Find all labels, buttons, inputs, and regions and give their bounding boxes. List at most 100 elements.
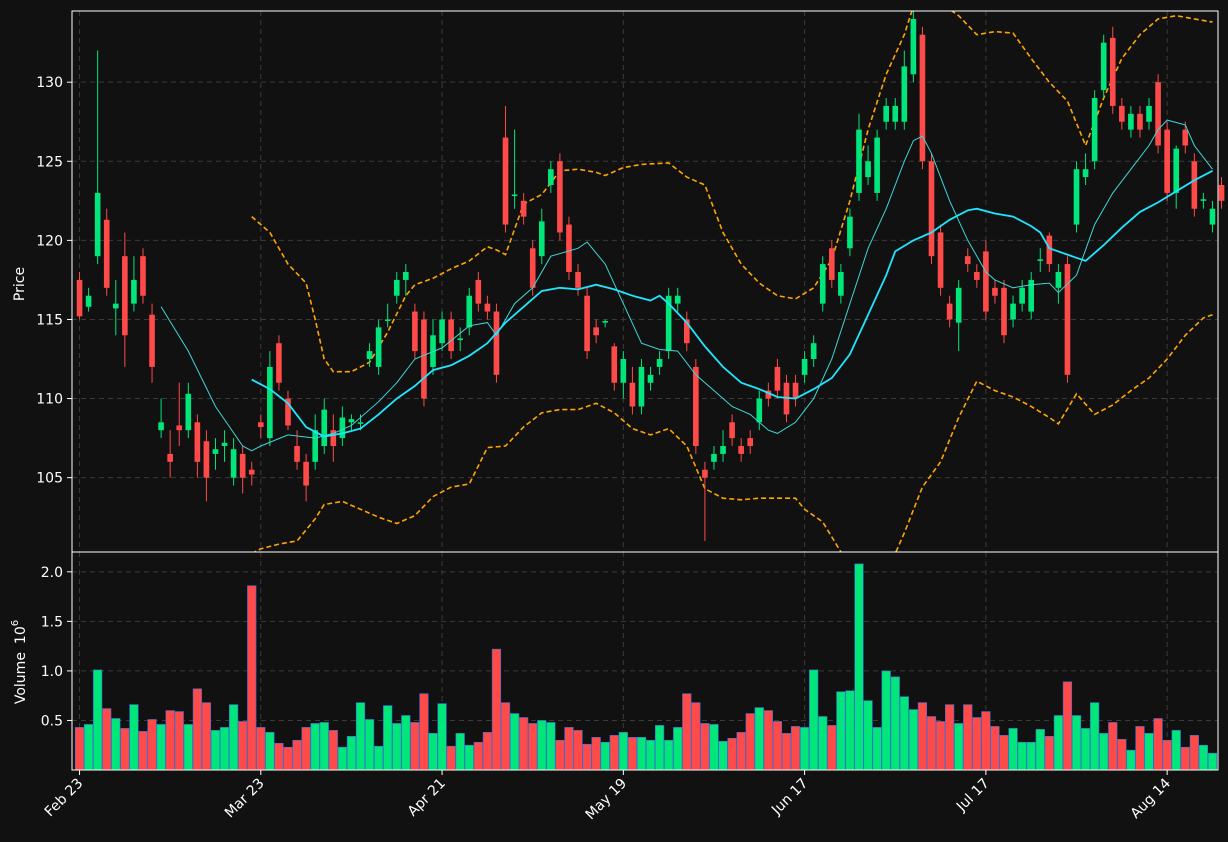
volume-bar-down [555, 739, 565, 771]
candle-body-down [194, 422, 201, 462]
volume-bar-down [935, 721, 946, 771]
candle-body-up [620, 359, 627, 383]
volume-bar-up [818, 716, 828, 771]
volume-bar-down [990, 726, 1000, 771]
volume-bar-up [664, 739, 674, 771]
volume-ytick-label: 0.5 [41, 713, 63, 729]
candle-body-up [85, 295, 92, 307]
volume-bar-down [238, 721, 248, 771]
candle-body-up [339, 417, 346, 439]
volume-bar-up [129, 704, 139, 771]
candle-body-down [475, 279, 482, 304]
volume-bar-down [165, 710, 175, 771]
volume-bar-down [591, 736, 601, 771]
candle-body-up [1055, 272, 1062, 288]
candle-body-up [674, 295, 681, 304]
candle-body-down [484, 303, 491, 312]
volume-bar-down [292, 739, 302, 771]
volume-bar-down [682, 693, 692, 771]
candle-body-down [285, 398, 291, 426]
volume-bar-up [319, 722, 329, 771]
volume-bar-down [917, 702, 928, 771]
volume-bar-up [83, 724, 94, 771]
volume-bar-up [654, 725, 665, 771]
candle-body-down [1046, 235, 1053, 265]
candle-body-up [865, 161, 871, 178]
price-panel: 105 110 115 120 125 130 Price [12, 10, 1225, 553]
candle-body-up [1010, 303, 1016, 320]
volume-bar-down [410, 722, 420, 771]
volume-bar-down [763, 710, 773, 771]
candle-body-up [892, 105, 899, 122]
volume-bar-down [120, 728, 130, 771]
volume-bar-up [899, 696, 909, 771]
volume-bar-up [374, 745, 384, 771]
volume-bar-down [727, 737, 737, 771]
candle-body-up [665, 295, 672, 352]
candle-body-down [76, 279, 83, 317]
price-yaxis-ticks: 105 110 115 120 125 130 [36, 75, 72, 487]
candle-body-down [738, 446, 744, 454]
volume-bar-up [872, 727, 882, 771]
volume-bar-down [999, 735, 1009, 771]
volume-bar-up [392, 723, 402, 771]
volume-bar-up [346, 736, 357, 771]
volume-bar-down [781, 733, 792, 771]
candle-body-up [819, 264, 826, 304]
price-ytick-label: 120 [36, 233, 63, 249]
volume-bar-down [609, 735, 619, 771]
candle-body-down [493, 311, 500, 375]
volume-bar-down [1062, 681, 1073, 771]
volume-bar-up [355, 702, 366, 771]
candle-body-down [928, 161, 935, 257]
volume-bar-up [1008, 728, 1018, 771]
candle-body-up [221, 442, 228, 447]
candle-body-up [638, 366, 645, 407]
candle-body-down [1137, 113, 1143, 130]
volume-bar-up [1171, 730, 1181, 771]
volume-bar-down [1044, 736, 1054, 771]
candle-body-down [529, 248, 536, 288]
candle-body-up [955, 287, 962, 323]
candle-body-up [1091, 98, 1098, 162]
candle-body-down [203, 441, 210, 478]
candle-body-down [611, 346, 618, 383]
candle-body-up [856, 129, 862, 193]
volume-bar-down [772, 721, 783, 771]
volume-bar-up [863, 700, 873, 771]
volume-bar-down [419, 693, 429, 771]
volume-ylabel-text: Volume [13, 652, 29, 704]
volume-bar-down [102, 708, 112, 771]
volume-bar-down [1162, 739, 1172, 771]
volume-bar-down [138, 731, 148, 771]
candle-body-up [466, 295, 473, 328]
candle-body-down [566, 224, 572, 273]
candle-body-up [883, 105, 889, 122]
candle-body-down [122, 256, 128, 336]
candle-body-down [1191, 161, 1198, 209]
candle-body-up [602, 321, 609, 323]
volume-scale-base: 10 [13, 626, 29, 644]
volume-bar-up [156, 724, 166, 771]
volume-bar-down [491, 648, 502, 771]
volume-bar-up [845, 690, 855, 771]
volume-bar-up [265, 732, 275, 771]
candle-body-up [267, 366, 273, 439]
volume-bar-up [718, 740, 728, 771]
volume-bar-up [908, 709, 918, 771]
candle-body-up [511, 194, 518, 197]
candle-body-down [421, 319, 427, 399]
sma-slow-line [251, 170, 1213, 438]
volume-bar-down [274, 742, 284, 771]
volume-bar-up [1080, 728, 1091, 771]
volume-bars [74, 563, 1218, 771]
candle-body-down [239, 453, 246, 478]
volume-bar-up [546, 722, 556, 771]
candle-body-down [937, 232, 944, 288]
candle-body-up [1037, 259, 1044, 261]
volume-bar-down [74, 727, 85, 771]
volume-bar-down [283, 746, 293, 771]
candle-body-down [303, 461, 309, 486]
volume-bar-down [827, 725, 837, 771]
candle-body-up [756, 398, 763, 423]
